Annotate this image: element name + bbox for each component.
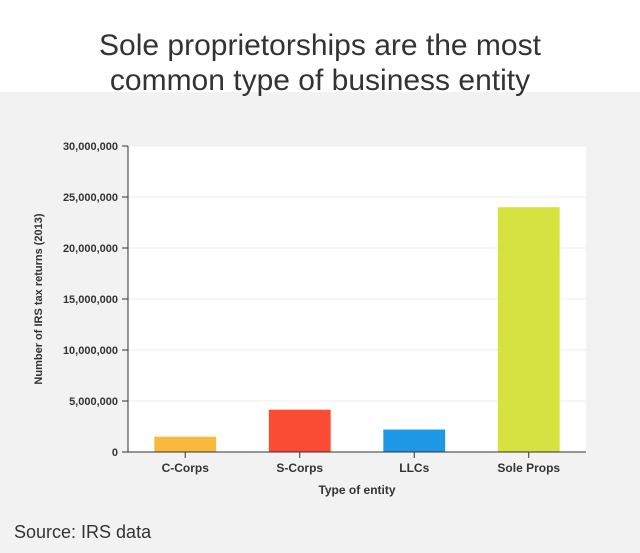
chart-area: 0 5,000,000 10,000,000 15,000,000 20,000,000…: [0, 92, 640, 512]
y-ticks: 0 5,000,000 10,000,000 15,000,000 20,000,000…: [63, 141, 128, 459]
x-tick-label: S-Corps: [276, 461, 323, 475]
bars: [154, 207, 560, 452]
chart-title-line-2: common type of business entity: [109, 64, 531, 97]
y-tick-label: 20,000,000: [63, 243, 118, 255]
x-tick-label: C-Corps: [162, 461, 210, 475]
y-axis-title: Number of IRS tax returns (2013): [33, 213, 45, 384]
bar-sole-props: [497, 207, 560, 452]
chart-title-line-1: Sole proprietorships are the most: [99, 29, 541, 62]
y-tick-label: 10,000,000: [63, 345, 118, 357]
bar-chart: 0 5,000,000 10,000,000 15,000,000 20,000,000…: [33, 141, 586, 497]
bar-s-corps: [268, 409, 331, 452]
y-tick-label: 0: [112, 447, 118, 459]
x-ticks: C-Corps S-Corps LLCs Sole Props: [162, 452, 560, 475]
chart-title: Sole proprietorships are the most common…: [0, 28, 640, 98]
source-note: Source: IRS data: [14, 522, 152, 542]
header: Sole proprietorships are the most common…: [0, 0, 640, 97]
y-tick-label: 15,000,000: [63, 294, 118, 306]
x-tick-label: LLCs: [399, 461, 429, 475]
y-tick-label: 5,000,000: [69, 396, 118, 408]
bar-llcs: [383, 429, 446, 452]
y-tick-label: 30,000,000: [63, 141, 118, 153]
y-tick-label: 25,000,000: [63, 192, 118, 204]
x-axis-title: Type of entity: [318, 483, 395, 497]
x-tick-label: Sole Props: [497, 461, 560, 475]
bar-c-corps: [154, 436, 217, 452]
